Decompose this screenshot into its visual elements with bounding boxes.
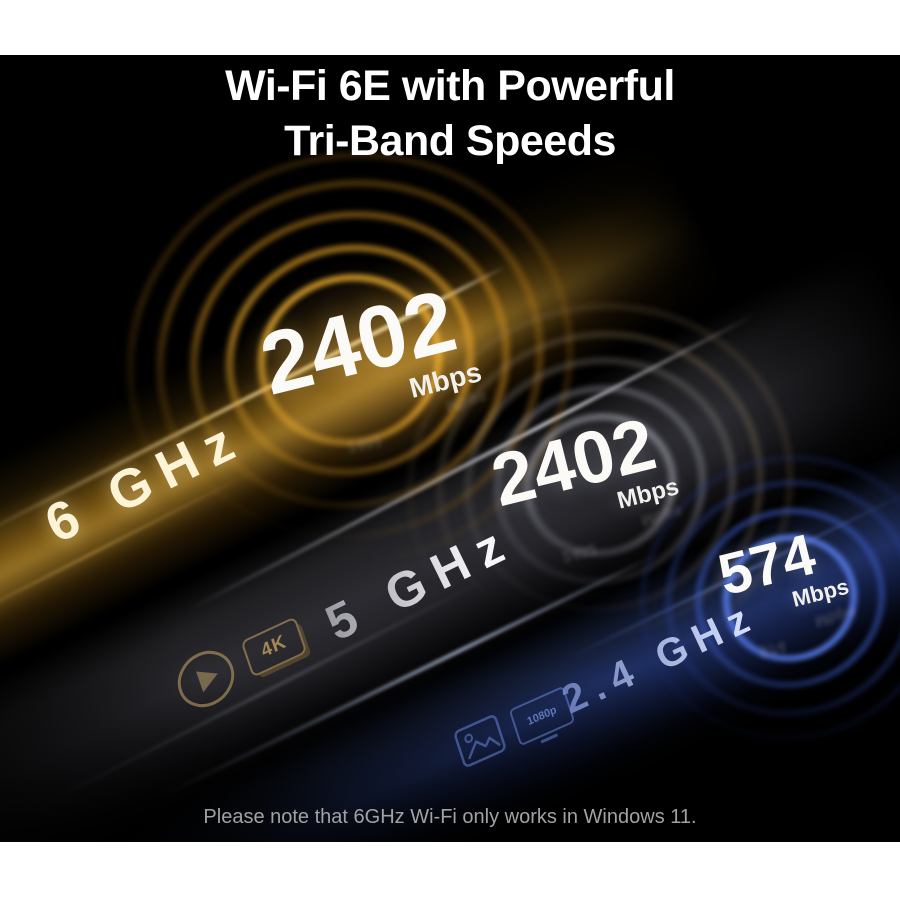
badge-1080p-label: 1080p [525,703,559,729]
title-line-1: Wi-Fi 6E with Powerful [225,62,675,110]
badge-4k-label: 4K [258,630,290,663]
page-title: Wi-Fi 6E with Powerful Tri-Band Speeds [0,59,900,169]
photo-icon [452,712,508,770]
title-line-2: Tri-Band Speeds [284,117,616,165]
hero-canvas: Wi-Fi 6E with Powerful Tri-Band Speeds 2… [0,55,900,842]
footnote: Please note that 6GHz Wi-Fi only works i… [203,806,697,828]
play-circle-icon [168,639,244,719]
